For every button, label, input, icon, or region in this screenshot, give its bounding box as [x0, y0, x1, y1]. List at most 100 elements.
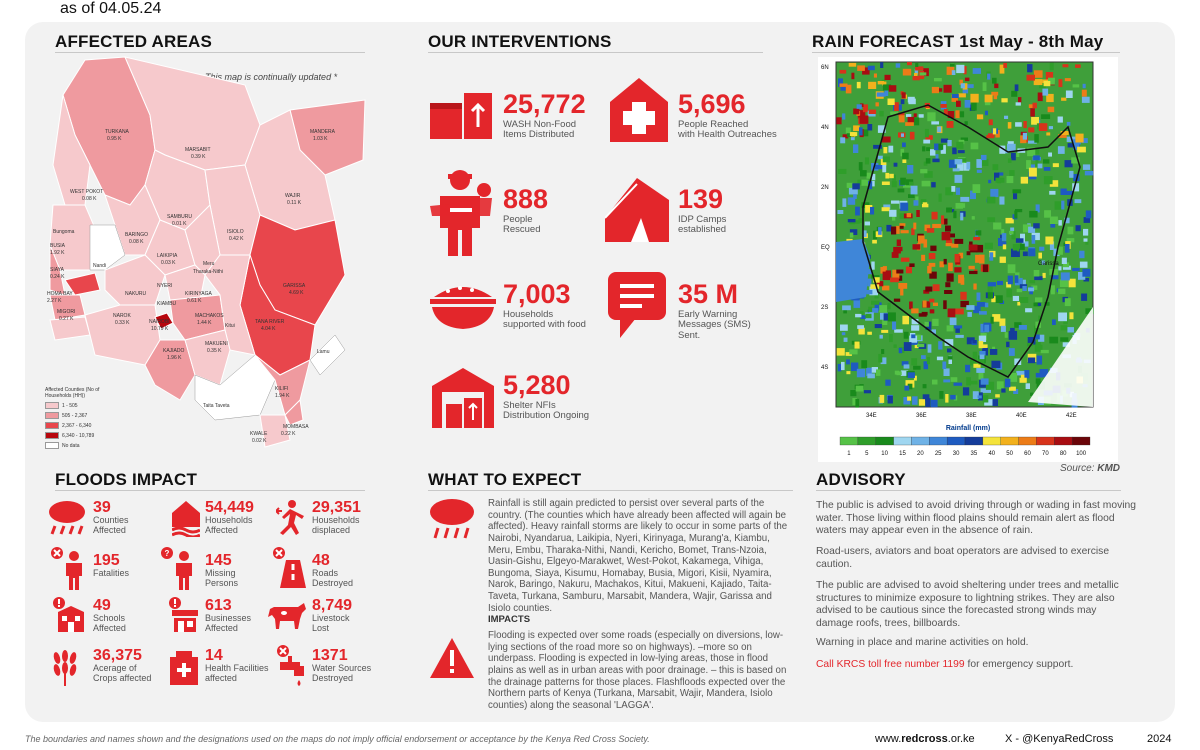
county-label: BUSIA: [50, 243, 66, 249]
rain-cell: [1024, 370, 1030, 379]
svg-text:Kitui: Kitui: [225, 323, 235, 329]
school-icon: [53, 597, 84, 632]
county-value: 1.44 K: [197, 320, 212, 326]
footer-x-handle[interactable]: X - @KenyaRedCross: [1005, 733, 1114, 745]
rain-cell: [1009, 170, 1015, 176]
rain-cell: [1031, 235, 1036, 244]
legend-swatch: [45, 422, 59, 429]
rain-cell: [873, 144, 882, 149]
rain-cell: [1034, 276, 1043, 281]
rain-cell: [999, 196, 1005, 205]
rain-cell: [924, 321, 929, 327]
rain-cell: [1026, 160, 1031, 169]
rain-cell: [1060, 337, 1069, 342]
intervention-value: 7,003: [503, 279, 571, 309]
rain-cell: [926, 357, 930, 365]
svg-text:MAKUENI: MAKUENI: [205, 341, 228, 347]
rain-cell: [963, 163, 970, 171]
missing-person-icon: ?: [161, 547, 192, 590]
rain-cloud-icon: [430, 499, 474, 539]
rain-cell: [903, 397, 911, 405]
source-prefix: Source:: [1060, 463, 1098, 474]
impact-label: Livestock: [312, 613, 350, 623]
rain-cell: [880, 62, 884, 68]
rain-cell: [1038, 252, 1042, 259]
rain-cell: [851, 72, 855, 80]
rain-cell: [1084, 170, 1094, 176]
rain-cell: [1082, 83, 1086, 89]
rain-cell: [954, 308, 964, 315]
rain-cell: [846, 359, 850, 365]
rain-cell: [982, 82, 987, 91]
rain-cell: [926, 147, 931, 152]
rain-cell: [989, 252, 994, 261]
rain-cell: [976, 292, 981, 301]
rain-cell: [1033, 302, 1040, 307]
rain-cell: [937, 126, 942, 133]
rain-cell: [948, 159, 957, 168]
county-label: KIAMBU: [157, 301, 177, 307]
rain-cell: [995, 177, 1005, 183]
rain-cell: [877, 155, 883, 160]
rain-cell: [837, 210, 844, 214]
rain-cell: [1014, 275, 1019, 283]
rain-cell: [956, 100, 961, 107]
rain-cell: [976, 159, 982, 168]
colorbar-tick-label: 15: [899, 451, 906, 457]
rain-cell: [954, 267, 962, 273]
rain-cell: [988, 133, 995, 137]
impact-stat: 1371 Water Sources Destroyed: [312, 648, 371, 684]
as-of-date: as of 04.05.24: [60, 0, 162, 17]
rain-cell: [1049, 241, 1055, 250]
county-label: SAMBURU: [167, 214, 192, 220]
kenya-boundary: [862, 104, 1081, 378]
rain-cell: [906, 114, 912, 118]
county-label: MANDERA: [310, 129, 336, 135]
footer-website-link[interactable]: www.redcross.or.ke: [875, 733, 975, 745]
rain-cell: [992, 77, 997, 84]
rain-cell: [932, 302, 938, 306]
rain-cell: [943, 109, 948, 115]
county-value: 4.04 K: [261, 326, 276, 332]
rain-cell: [1066, 121, 1071, 126]
rain-cell: [999, 318, 1006, 327]
colorbar-segment: [875, 436, 894, 446]
rain-cell: [916, 210, 920, 217]
rain-cell: [960, 212, 964, 221]
rain-cell: [1013, 389, 1019, 394]
svg-text:NAROK: NAROK: [113, 313, 131, 319]
shelter-warehouse-icon: [432, 368, 494, 428]
rain-cell: [1037, 163, 1043, 169]
hotline-link[interactable]: Call KRCS toll free number 1199: [816, 659, 965, 670]
rain-cell: [922, 300, 927, 308]
impact-value: 49: [93, 597, 111, 614]
svg-text:2.27 K: 2.27 K: [47, 298, 62, 304]
rain-cell: [885, 172, 890, 179]
rain-cell: [900, 370, 909, 376]
rain-cell: [1013, 193, 1018, 200]
rain-cell: [1050, 285, 1055, 295]
intervention-label: Items Distributed: [503, 129, 575, 141]
rain-cell: [902, 68, 912, 76]
lat-tick-label: 2S: [821, 305, 828, 311]
rain-cell: [1061, 200, 1065, 210]
svg-text:1.44 K: 1.44 K: [197, 320, 212, 326]
rain-cell: [928, 253, 936, 260]
rain-cell: [947, 308, 956, 318]
intervention-label: Households: [503, 309, 554, 320]
svg-text:BUSIA: BUSIA: [50, 243, 66, 249]
lat-tick-label: 6N: [821, 65, 829, 71]
rain-cell: [930, 245, 937, 252]
rain-cell: [981, 158, 989, 166]
advisory-paragraph: The public are advised to avoid shelteri…: [816, 580, 1119, 629]
impact-stat: 613 Businesses Affected: [205, 598, 251, 634]
rain-cell: [943, 379, 951, 383]
rain-cell: [945, 394, 949, 403]
svg-text:LAIKIPIA: LAIKIPIA: [157, 253, 178, 259]
rain-cell: [953, 382, 963, 386]
colorbar-tick-label: 30: [953, 451, 960, 457]
intervention-label: Sent.: [678, 329, 701, 341]
rain-cell: [909, 181, 913, 186]
rain-cell: [1054, 201, 1062, 210]
rain-cell: [975, 254, 981, 263]
